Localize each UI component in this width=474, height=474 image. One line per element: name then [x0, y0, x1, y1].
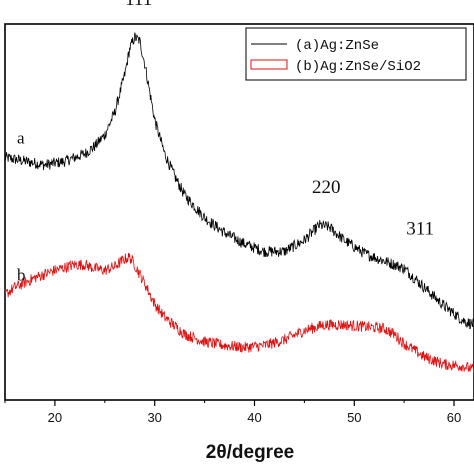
x-tick-label-20: 20: [48, 410, 62, 425]
legend: (a)Ag:ZnSe (b)Ag:ZnSe/SiO2: [245, 27, 467, 81]
peak-label-220: 220: [312, 177, 341, 198]
peak-label-311: 311: [406, 219, 434, 240]
series-line-a: [4, 32, 474, 330]
series-layer: [4, 32, 474, 373]
curve-label-b: b: [17, 266, 26, 285]
plot-frame: [4, 23, 474, 401]
x-axis-title: 2θ/degree: [206, 442, 294, 463]
x-tick-label-60: 60: [447, 410, 461, 425]
peak-label-111: 111: [125, 0, 152, 10]
curve-label-a: a: [17, 129, 25, 148]
legend-box: [245, 27, 467, 81]
series-line-b: [4, 252, 474, 373]
x-tick-label-30: 30: [147, 410, 161, 425]
x-tick-label-50: 50: [347, 410, 361, 425]
legend-label-b: (b)Ag:ZnSe/SiO2: [295, 59, 421, 75]
legend-label-a: (a)Ag:ZnSe: [295, 38, 379, 54]
x-axis: 20 30 40 50 60: [4, 400, 461, 425]
x-tick-label-40: 40: [247, 410, 261, 425]
label-layer: a b 111 220 311: [17, 0, 434, 285]
legend-swatch-b: [250, 59, 288, 70]
